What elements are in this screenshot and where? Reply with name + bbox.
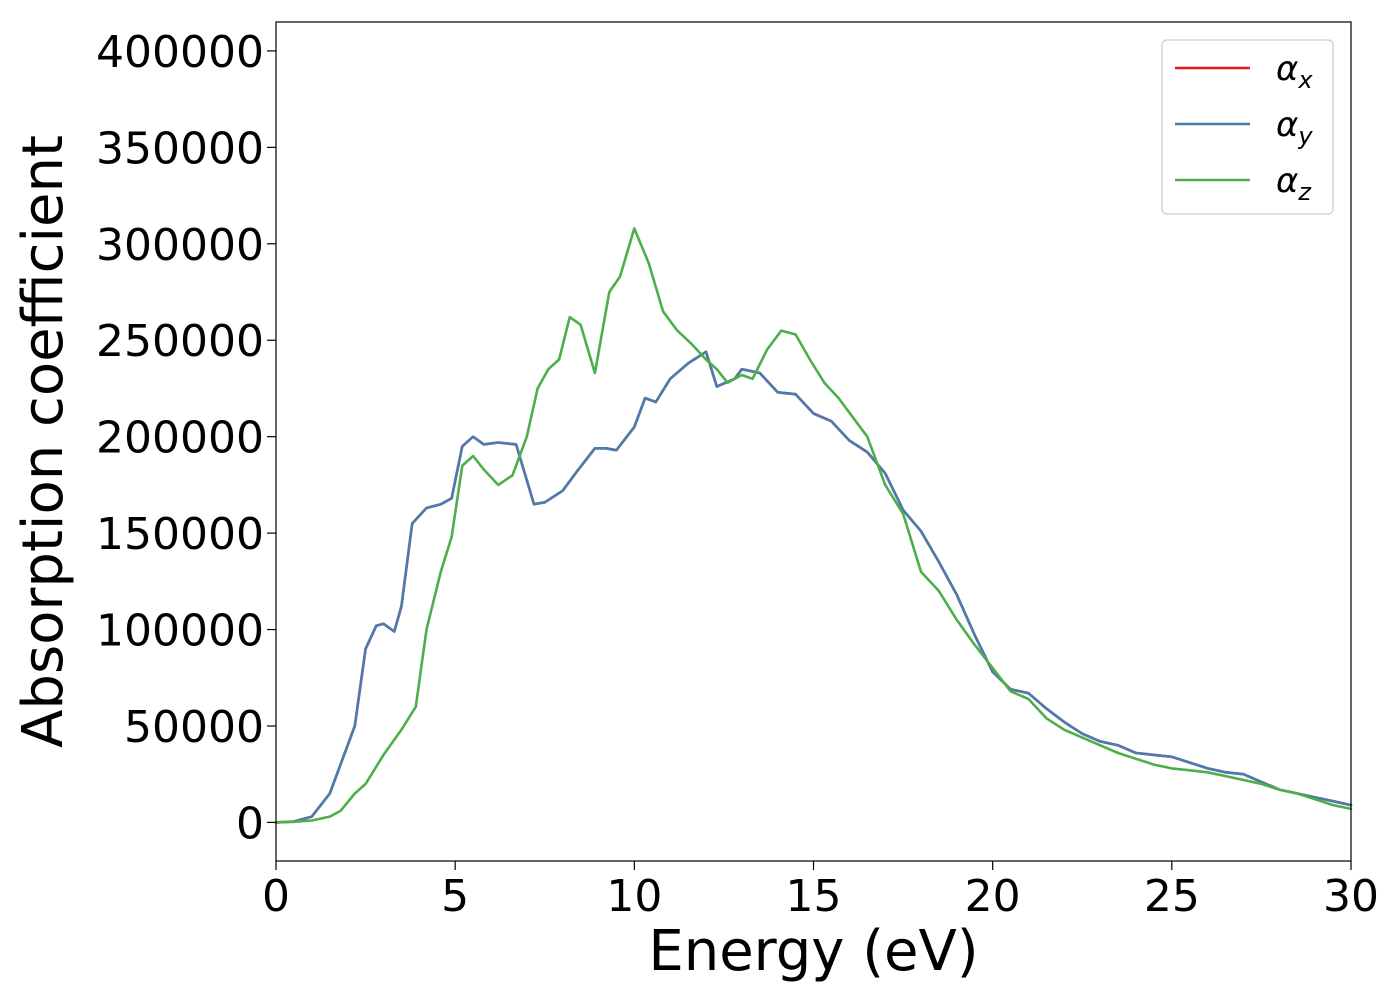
x-tick-label: 15 <box>786 871 842 922</box>
y-tick-label: 100000 <box>96 606 264 657</box>
y-tick-label: 150000 <box>96 509 264 560</box>
y-tick-label: 250000 <box>96 316 264 367</box>
x-tick-label: 30 <box>1323 871 1379 922</box>
x-axis-ticks: 0 5 10 15 20 25 30 <box>262 861 1379 922</box>
x-tick-label: 5 <box>441 871 469 922</box>
legend-label-y: αy <box>1276 105 1313 150</box>
x-tick-label: 25 <box>1144 871 1200 922</box>
x-tick-label: 0 <box>262 871 290 922</box>
y-tick-label: 300000 <box>96 220 264 271</box>
legend-frame <box>1161 39 1334 215</box>
x-tick-label: 10 <box>606 871 662 922</box>
legend-label-x: αx <box>1276 49 1313 94</box>
series-layer <box>274 227 1353 824</box>
legend-label-z: αz <box>1276 161 1312 206</box>
y-tick-label: 50000 <box>124 702 264 753</box>
series-line-z <box>274 227 1353 824</box>
y-tick-label: 400000 <box>96 27 264 78</box>
y-tick-label: 200000 <box>96 413 264 464</box>
y-tick-label: 350000 <box>96 123 264 174</box>
y-tick-label: 0 <box>236 798 264 849</box>
y-axis-title: Absorption coefficient <box>11 135 76 748</box>
y-axis-ticks: 0 50000 100000 150000 200000 250000 300000 3500… <box>96 27 276 849</box>
x-axis-title: Energy (eV) <box>648 919 978 984</box>
legend: αx αy αz <box>1161 39 1334 215</box>
x-tick-label: 20 <box>965 871 1021 922</box>
series-line-y <box>274 350 1353 824</box>
